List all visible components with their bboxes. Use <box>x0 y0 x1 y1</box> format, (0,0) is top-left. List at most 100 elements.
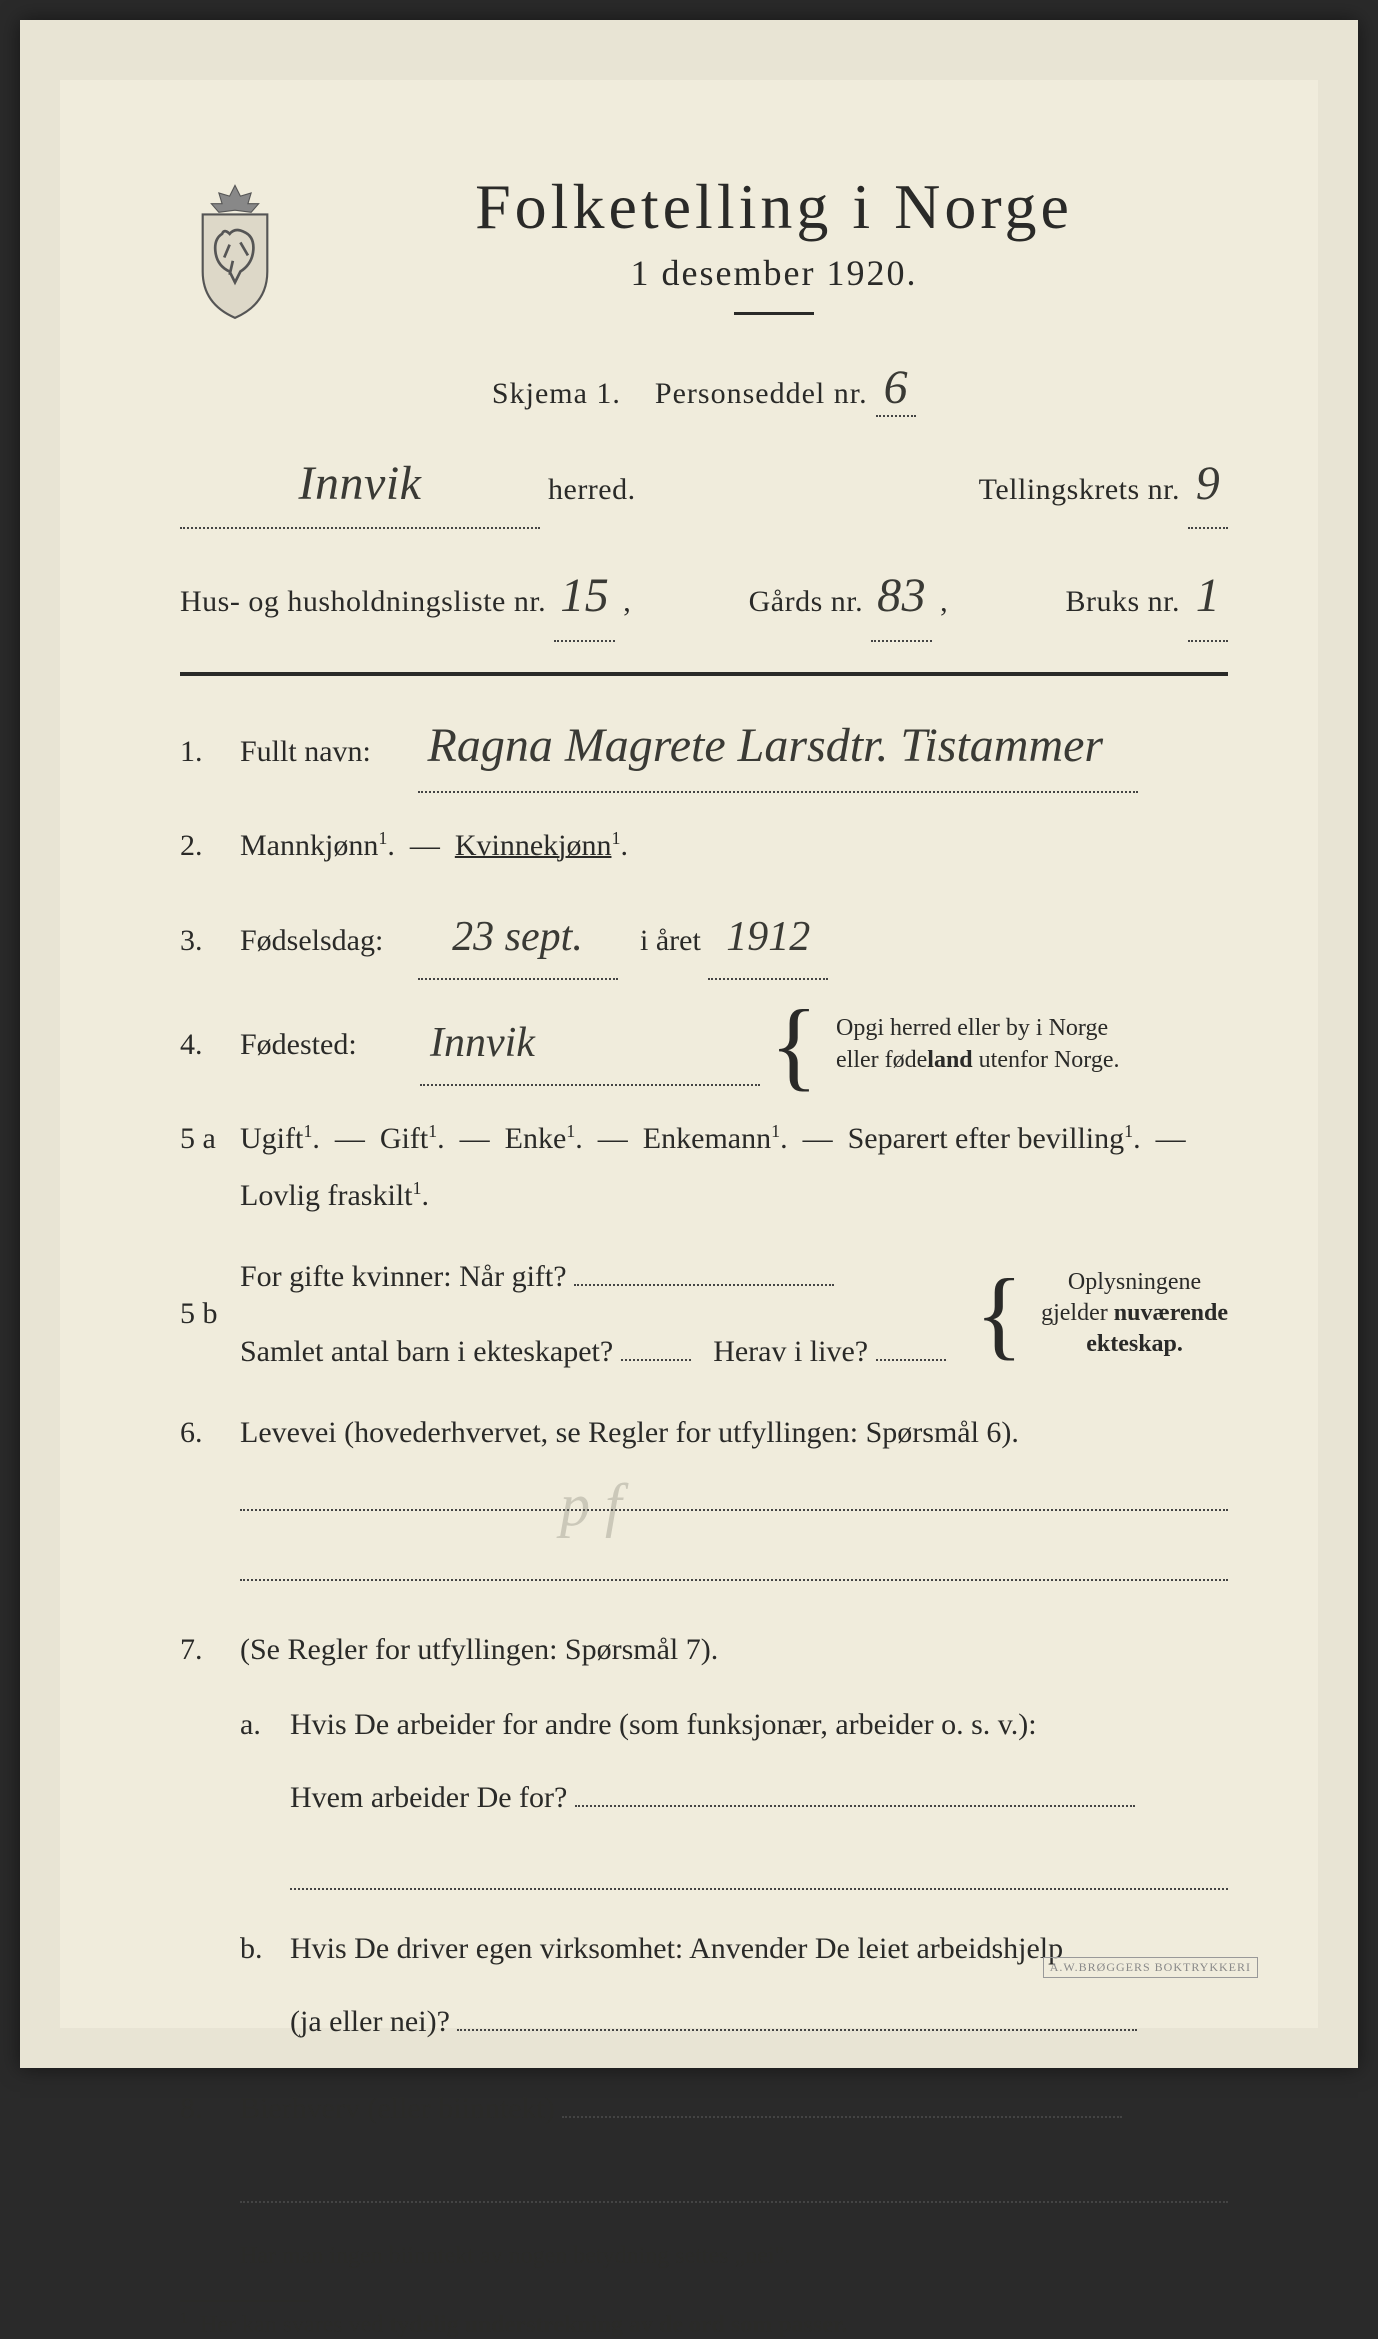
q2-row: 2. Mannkjønn1. — Kvinnekjønn1. <box>180 817 1228 874</box>
q5b-brace3: ekteskap. <box>1086 1331 1183 1357</box>
q8-field-2 <box>240 2173 1228 2203</box>
q8-row: 8. Bierhverv (eller biinntekt) <box>180 2080 1228 2137</box>
personseddel-nr: 6 <box>884 360 909 415</box>
q8-num: 8. <box>180 2080 240 2137</box>
q5b-brace1: Oplysningene <box>1068 1269 1201 1295</box>
q4-row: 4. Fødested: Innvik { Opgi herred eller … <box>180 1004 1228 1086</box>
q5b-line1: For gifte kvinner: Når gift? <box>240 1260 567 1293</box>
herred-field: Innvik <box>180 441 540 529</box>
q6-num: 6. <box>180 1404 240 1461</box>
q1-value: Ragna Magrete Larsdtr. Tistammer <box>428 700 1104 791</box>
q3-row: 3. Fødselsdag: 23 sept. i året 1912 <box>180 898 1228 980</box>
q5a-opt5: Lovlig fraskilt <box>240 1179 412 1212</box>
q4-note2: eller fødeland utenfor Norge. <box>836 1047 1120 1073</box>
q5a-opt2: Enke <box>505 1122 567 1155</box>
q3-year-label: i året <box>640 924 701 957</box>
q5b-line2b: Herav i live? <box>713 1335 868 1368</box>
q5b-brace: { Oplysningene gjelder nuværende ekteska… <box>975 1267 1228 1361</box>
q6-handwriting: p f <box>560 1471 622 1540</box>
title-rule <box>734 312 814 315</box>
q5a-opt3: Enkemann <box>643 1122 771 1155</box>
husliste-nr: 15 <box>560 553 609 639</box>
footnote-sup: 1 Her kan svares ved tydelig understrekn… <box>180 2310 1228 2339</box>
q7-num: 7. <box>180 1621 240 1678</box>
q7a-field-2 <box>290 1860 1228 1890</box>
q5b-barn-field <box>621 1359 691 1361</box>
q5b-live-field <box>876 1359 946 1361</box>
q1-label: Fullt navn: <box>240 723 410 780</box>
herred-value: Innvik <box>299 441 422 527</box>
q5a-opt4: Separert efter bevilling <box>848 1122 1125 1155</box>
subtitle-date: 1 desember 1920. <box>320 252 1228 294</box>
q7-label: (Se Regler for utfyllingen: Spørsmål 7). <box>240 1633 718 1666</box>
q1-num: 1. <box>180 723 240 780</box>
q8-field <box>562 2116 1122 2118</box>
q1-row: 1. Fullt navn: Ragna Magrete Larsdtr. Ti… <box>180 700 1228 793</box>
q2-num: 2. <box>180 817 240 874</box>
husliste-label: Hus- og husholdningsliste nr. <box>180 585 546 618</box>
coat-of-arms-icon <box>180 180 290 320</box>
q7a-line2: Hvem arbeider De for? <box>290 1781 567 1814</box>
q6-label: Levevei (hovederhvervet, se Regler for u… <box>240 1416 1019 1449</box>
q5b-line2a: Samlet antal barn i ekteskapet? <box>240 1335 613 1368</box>
bruks-field: 1 <box>1188 553 1228 641</box>
q8-label: Bierhverv (eller biinntekt) <box>240 2092 555 2125</box>
q4-note1: Opgi herred eller by i Norge <box>836 1015 1108 1041</box>
personseddel-label: Personseddel nr. <box>655 377 868 410</box>
q6-field-2 <box>240 1551 1228 1581</box>
q4-brace: { Opgi herred eller by i Norge eller fød… <box>770 1013 1120 1075</box>
footnote-rule <box>180 2300 310 2302</box>
q7b-field <box>457 2029 1137 2031</box>
q4-label: Fødested: <box>240 1016 410 1073</box>
schema-label: Skjema 1. <box>492 377 621 410</box>
header: Folketelling i Norge 1 desember 1920. <box>180 170 1228 320</box>
q3-day: 23 sept. <box>452 898 583 978</box>
q7a-letter: a. <box>240 1696 290 1753</box>
husliste-line: Hus- og husholdningsliste nr. 15 , Gårds… <box>180 553 1228 641</box>
q1-field: Ragna Magrete Larsdtr. Tistammer <box>418 700 1138 793</box>
bruks-nr: 1 <box>1196 553 1221 639</box>
herred-label: herred. <box>548 473 636 506</box>
footnote-nei: Har man ingen biinntekt av nogen betydni… <box>240 2243 1228 2270</box>
tellingskrets-nr: 9 <box>1196 441 1221 527</box>
q2-sup2: 1 <box>611 828 620 848</box>
gards-nr: 83 <box>877 553 926 639</box>
q5b-row: 5 b For gifte kvinner: Når gift? Samlet … <box>180 1248 1228 1380</box>
q7-row: 7. (Se Regler for utfyllingen: Spørsmål … <box>180 1621 1228 1678</box>
q5a-opt0: Ugift <box>240 1122 303 1155</box>
schema-line: Skjema 1. Personseddel nr. 6 <box>180 360 1228 417</box>
q5a-num: 5 a <box>180 1110 240 1167</box>
q6-field-1 <box>240 1481 1228 1511</box>
herred-line: Innvik herred. Tellingskrets nr. 9 <box>180 441 1228 529</box>
q2-sup1: 1 <box>378 828 387 848</box>
q4-value: Innvik <box>430 1004 535 1084</box>
q7b-row: b. Hvis De driver egen virksomhet: Anven… <box>180 1920 1228 2050</box>
q3-year-field: 1912 <box>708 898 828 980</box>
q3-year: 1912 <box>726 898 810 978</box>
q7a-row: a. Hvis De arbeider for andre (som funks… <box>180 1696 1228 1890</box>
q5a-row: 5 a Ugift1. — Gift1. — Enke1. — Enkemann… <box>180 1110 1228 1224</box>
q7a-field <box>575 1805 1135 1807</box>
q2-mann: Mannkjønn <box>240 829 378 862</box>
gards-field: 83 <box>871 553 932 641</box>
husliste-field: 15 <box>554 553 615 641</box>
scan-page: Folketelling i Norge 1 desember 1920. Sk… <box>20 20 1358 2068</box>
q7b-line2: (ja eller nei)? <box>290 2005 450 2038</box>
q5b-num: 5 b <box>180 1285 240 1342</box>
tellingskrets-label: Tellingskrets nr. <box>979 473 1180 506</box>
q2-kvinne: Kvinnekjønn <box>455 829 612 862</box>
q6-row: 6. Levevei (hovederhvervet, se Regler fo… <box>180 1404 1228 1461</box>
q7b-letter: b. <box>240 1920 290 1977</box>
q3-label: Fødselsdag: <box>240 912 410 969</box>
gards-label: Gårds nr. <box>749 585 863 618</box>
personseddel-nr-field: 6 <box>876 360 916 417</box>
main-title: Folketelling i Norge <box>320 170 1228 244</box>
q3-day-field: 23 sept. <box>418 898 618 980</box>
q4-num: 4. <box>180 1016 240 1073</box>
q5a-opt1: Gift <box>380 1122 428 1155</box>
title-block: Folketelling i Norge 1 desember 1920. <box>320 170 1228 315</box>
q3-num: 3. <box>180 912 240 969</box>
q7a-line1: Hvis De arbeider for andre (som funksjon… <box>290 1696 1228 1753</box>
divider-thick <box>180 672 1228 676</box>
q5b-gift-field <box>574 1284 834 1286</box>
